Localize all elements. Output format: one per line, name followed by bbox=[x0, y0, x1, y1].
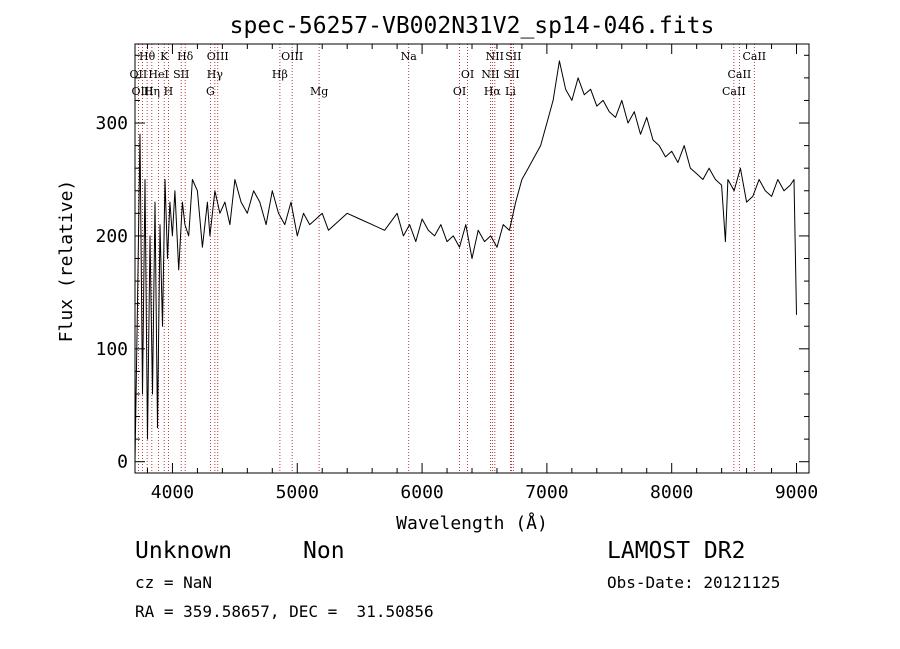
y-tick-label: 0 bbox=[117, 452, 128, 473]
coordinates-label: RA = 359.58657, DEC = 31.50856 bbox=[135, 602, 434, 621]
spectrum-line bbox=[134, 60, 797, 462]
line-marker-label: CaII bbox=[728, 68, 752, 81]
survey-label: LAMOST DR2 bbox=[607, 538, 746, 564]
line-marker-label: Hγ bbox=[207, 68, 224, 81]
y-tick-label: 300 bbox=[95, 113, 128, 134]
line-marker-label: SII bbox=[505, 50, 521, 63]
x-tick-label: 4000 bbox=[151, 482, 194, 503]
subclass-label: Non bbox=[303, 538, 345, 564]
spectral-line-markers: Hθ OII OIII K HeI Hη Hδ SII H OIII Hγ G OIII Hβ Mg Na OI… bbox=[130, 44, 766, 473]
line-marker-label: OIII bbox=[281, 50, 303, 63]
line-marker-label: Hδ bbox=[177, 50, 194, 63]
x-tick-label: 7000 bbox=[525, 482, 568, 503]
chart-title: spec-56257-VB002N31V2_sp14-046.fits bbox=[230, 13, 715, 39]
line-marker-label: Hβ bbox=[272, 68, 288, 81]
y-axis-label: Flux (relative) bbox=[56, 180, 77, 343]
line-marker-label: Mg bbox=[310, 85, 328, 98]
line-marker-label: OII bbox=[130, 68, 148, 81]
axes: 4000 5000 6000 7000 8000 9000 0 100 200 300 bbox=[95, 44, 818, 503]
line-marker-label: NII bbox=[481, 68, 499, 81]
redshift-label: cz = NaN bbox=[135, 573, 213, 592]
line-marker-label: Li bbox=[505, 85, 516, 98]
y-tick-label: 200 bbox=[95, 226, 128, 247]
x-tick-label: 6000 bbox=[400, 482, 443, 503]
line-marker-label: CaII bbox=[742, 50, 766, 63]
line-marker-label: SII bbox=[503, 68, 519, 81]
x-axis-label: Wavelength (Å) bbox=[396, 512, 548, 534]
line-marker-label: CaII bbox=[722, 85, 746, 98]
line-marker-label: OIII bbox=[131, 85, 153, 98]
x-tick-label: 5000 bbox=[276, 482, 319, 503]
line-marker-label: HeI bbox=[148, 68, 168, 81]
obs-date-label: Obs-Date: 20121125 bbox=[607, 573, 781, 592]
line-marker-label: NII bbox=[486, 50, 504, 63]
line-marker-label: Na bbox=[401, 50, 418, 63]
line-marker-label: K bbox=[160, 50, 169, 63]
x-tick-label: 9000 bbox=[775, 482, 818, 503]
line-marker-label: SII bbox=[173, 68, 189, 81]
line-marker-label: Hθ bbox=[139, 50, 156, 63]
line-marker-label: Hα bbox=[484, 85, 502, 98]
y-tick-label: 100 bbox=[95, 339, 128, 360]
line-marker-label: OI bbox=[453, 85, 466, 98]
line-marker-label: H bbox=[164, 85, 174, 98]
classification-label: Unknown bbox=[135, 538, 232, 564]
line-marker-label: OI bbox=[461, 68, 474, 81]
line-marker-label: Hη bbox=[144, 85, 160, 98]
line-marker-label: G bbox=[206, 85, 215, 98]
x-tick-label: 8000 bbox=[650, 482, 693, 503]
line-marker-label: OIII bbox=[207, 50, 229, 63]
